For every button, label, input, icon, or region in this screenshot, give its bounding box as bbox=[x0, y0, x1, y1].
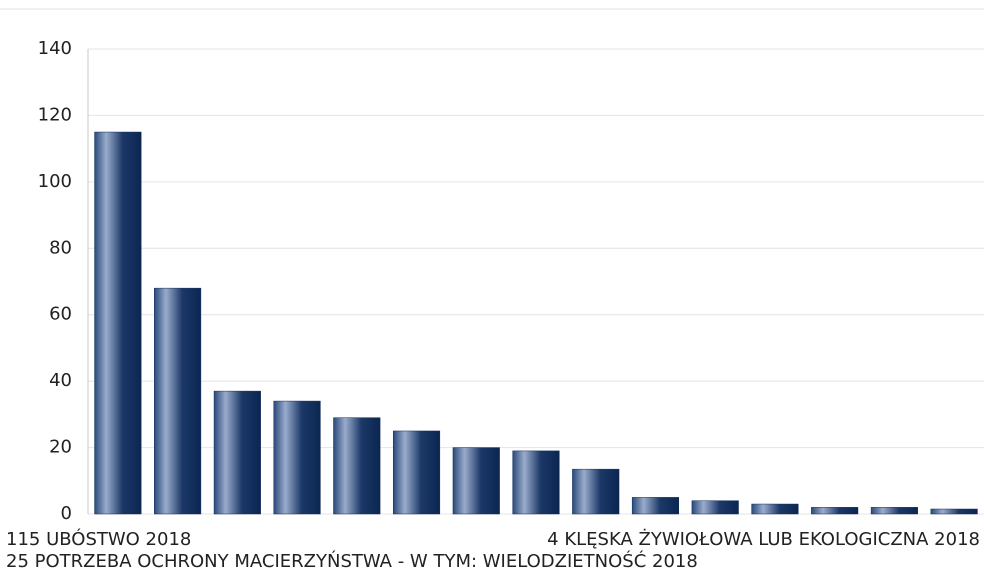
y-tick-label: 80 bbox=[49, 237, 72, 258]
bar bbox=[751, 503, 799, 515]
bar bbox=[154, 287, 202, 515]
bar bbox=[512, 450, 560, 515]
y-tick-label: 0 bbox=[61, 503, 72, 524]
bar bbox=[452, 447, 500, 515]
bar bbox=[333, 417, 381, 515]
bar bbox=[930, 508, 978, 515]
bar bbox=[273, 400, 321, 515]
y-tick-label: 40 bbox=[49, 370, 72, 391]
x-tick-label: 4 KLĘSKA ŻYWIOŁOWA LUB EKOLOGICZNA 2018 bbox=[547, 529, 980, 550]
bar bbox=[94, 131, 142, 515]
bar bbox=[870, 507, 918, 515]
bar bbox=[811, 507, 859, 515]
bar bbox=[392, 430, 441, 515]
y-tick-label: 120 bbox=[38, 104, 72, 125]
bar bbox=[572, 468, 620, 515]
y-tick-label: 140 bbox=[38, 38, 72, 59]
x-tick-label: 25 POTRZEBA OCHRONY MACIERZYŃSTWA - W TY… bbox=[6, 550, 698, 571]
x-tick-label: 115 UBÓSTWO 2018 bbox=[6, 528, 191, 550]
bar bbox=[631, 497, 680, 515]
y-tick-label: 60 bbox=[49, 304, 72, 325]
y-tick-label: 100 bbox=[38, 171, 72, 192]
bar bbox=[213, 390, 261, 515]
bar bbox=[691, 500, 739, 515]
y-tick-label: 20 bbox=[49, 437, 72, 458]
